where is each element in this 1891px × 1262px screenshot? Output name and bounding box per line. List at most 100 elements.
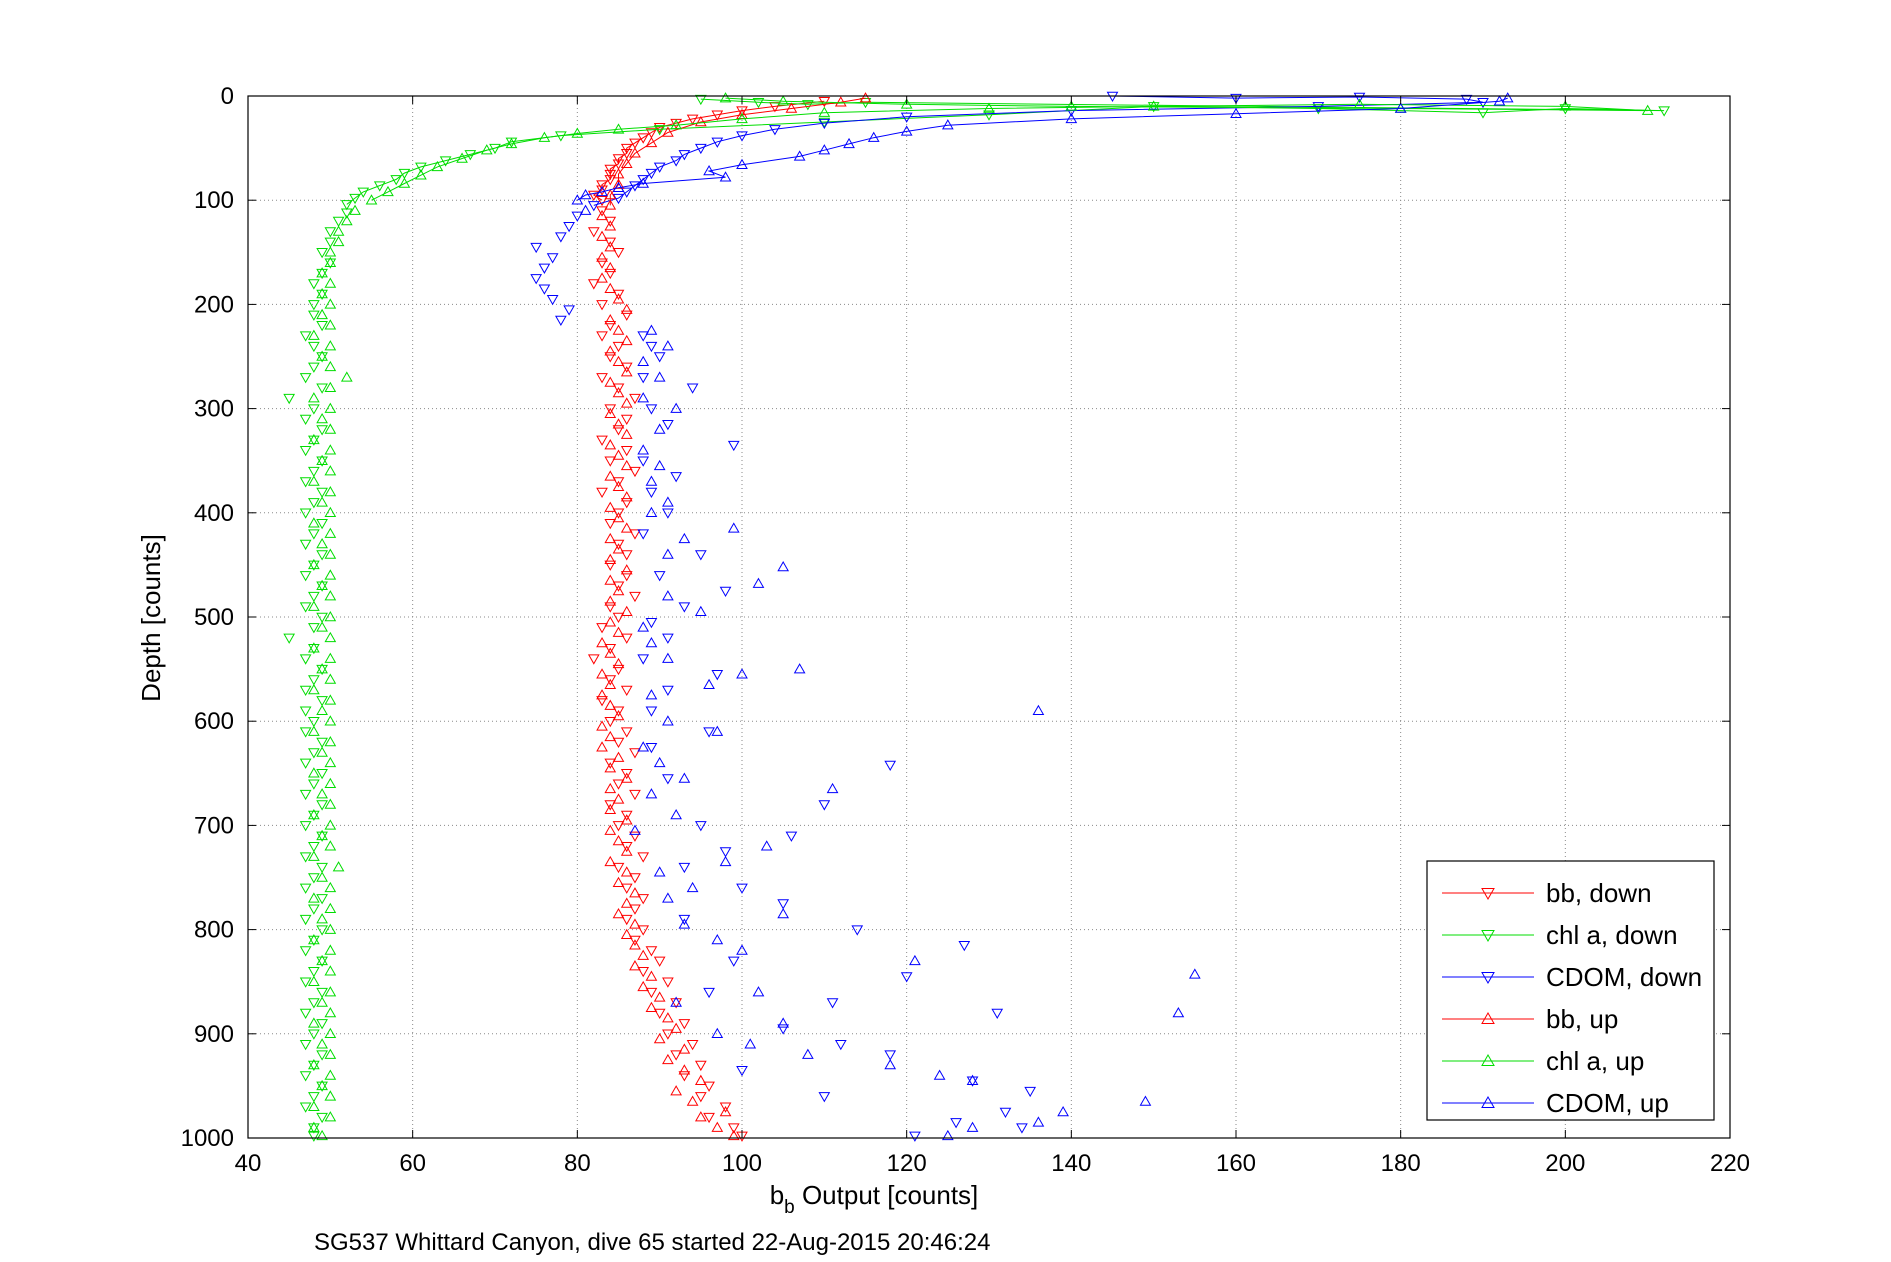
data-point	[620, 845, 633, 856]
data-point	[645, 324, 658, 335]
data-point	[694, 143, 707, 155]
data-point	[859, 92, 872, 103]
data-point	[662, 633, 674, 644]
data-point	[620, 428, 633, 439]
data-point	[612, 664, 625, 676]
data-point	[818, 1092, 831, 1103]
data-point	[620, 459, 633, 471]
data-point	[629, 904, 641, 915]
data-point	[1559, 104, 1572, 115]
data-point	[629, 138, 641, 149]
data-point	[604, 532, 617, 544]
data-point	[299, 373, 312, 384]
data-point	[1353, 98, 1366, 109]
data-point	[612, 626, 625, 637]
data-point	[629, 935, 641, 947]
data-point	[662, 548, 674, 559]
data-point	[802, 100, 814, 111]
data-point	[604, 800, 617, 811]
data-point	[308, 808, 320, 820]
data-point	[604, 164, 617, 175]
data-point	[818, 106, 831, 117]
data-point	[711, 934, 724, 945]
data-point	[555, 232, 567, 243]
data-point	[645, 637, 658, 648]
data-point	[686, 383, 699, 394]
x-tick-label: 220	[1710, 1150, 1750, 1177]
data-point	[752, 986, 765, 997]
data-point	[596, 251, 608, 262]
data-point	[736, 158, 748, 170]
data-point	[596, 300, 608, 311]
data-point	[966, 1121, 979, 1132]
data-point	[694, 116, 707, 127]
y-tick-label: 800	[194, 917, 234, 944]
data-point	[1147, 100, 1160, 111]
data-point	[1641, 104, 1654, 115]
data-point	[629, 181, 641, 192]
data-point	[324, 237, 337, 248]
data-point	[670, 996, 682, 1007]
data-point	[308, 1121, 320, 1132]
data-point	[612, 612, 625, 624]
data-point	[670, 1050, 682, 1061]
data-point	[308, 725, 320, 736]
data-point	[662, 590, 674, 601]
data-point	[966, 1076, 979, 1087]
data-point	[1139, 1095, 1152, 1106]
data-point	[620, 187, 633, 198]
data-point	[843, 137, 855, 149]
data-point	[612, 876, 625, 887]
data-point	[637, 925, 650, 936]
data-point	[316, 696, 328, 707]
data-point	[324, 590, 337, 601]
data-point	[299, 789, 312, 801]
series-line-bb-down	[592, 100, 825, 201]
data-point	[324, 881, 337, 893]
data-point	[802, 1048, 814, 1059]
data-point	[604, 345, 617, 356]
x-tick-label: 200	[1545, 1150, 1585, 1177]
data-point	[653, 571, 666, 582]
data-point	[637, 529, 650, 540]
data-point	[612, 293, 625, 304]
series-line-bb-up	[609, 97, 866, 206]
data-point	[308, 466, 320, 478]
data-point	[324, 756, 337, 768]
data-point	[612, 581, 625, 592]
data-point	[604, 762, 617, 773]
data-point	[332, 216, 345, 228]
data-point	[324, 840, 337, 851]
legend-marker	[1481, 1095, 1495, 1108]
data-point	[933, 1069, 946, 1080]
data-point	[711, 670, 724, 681]
data-point	[620, 564, 633, 575]
data-point	[612, 178, 625, 189]
data-point	[612, 159, 625, 170]
data-point	[629, 831, 641, 842]
y-axis-tick-labels: 0 100 200 300 400 500 600 700 800 900 1000	[181, 83, 234, 1152]
data-point	[900, 98, 913, 109]
data-point	[612, 425, 625, 436]
data-point	[678, 1019, 691, 1030]
data-point	[324, 277, 337, 288]
data-point	[694, 94, 707, 106]
y-tick-label: 100	[194, 187, 234, 214]
data-point	[308, 529, 320, 540]
data-point	[612, 449, 625, 460]
data-point	[867, 131, 880, 142]
data-point	[645, 136, 658, 148]
data-point	[316, 831, 328, 842]
data-point	[851, 925, 864, 936]
data-point	[373, 181, 386, 192]
data-point	[670, 808, 682, 820]
data-point	[596, 373, 608, 384]
data-point	[324, 1048, 337, 1059]
data-point	[316, 746, 328, 757]
data-point	[604, 730, 617, 742]
data-point	[629, 466, 641, 478]
data-point	[316, 287, 328, 299]
data-point	[645, 743, 658, 754]
data-point	[340, 215, 353, 226]
data-point	[604, 518, 617, 530]
